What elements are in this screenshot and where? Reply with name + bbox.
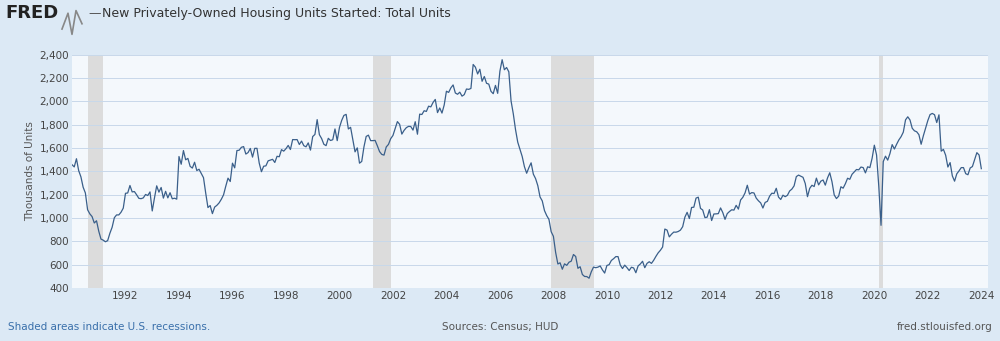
- Text: FRED: FRED: [5, 4, 58, 22]
- Bar: [551, 55, 594, 288]
- Text: Shaded areas indicate U.S. recessions.: Shaded areas indicate U.S. recessions.: [8, 323, 210, 332]
- Text: Sources: Census; HUD: Sources: Census; HUD: [442, 323, 558, 332]
- Text: New Privately-Owned Housing Units Started: Total Units: New Privately-Owned Housing Units Starte…: [102, 7, 451, 20]
- Text: —: —: [88, 7, 100, 20]
- Y-axis label: Thousands of Units: Thousands of Units: [25, 121, 35, 221]
- Bar: [373, 55, 391, 288]
- Bar: [88, 55, 103, 288]
- Bar: [879, 55, 883, 288]
- Text: fred.stlouisfed.org: fred.stlouisfed.org: [897, 323, 993, 332]
